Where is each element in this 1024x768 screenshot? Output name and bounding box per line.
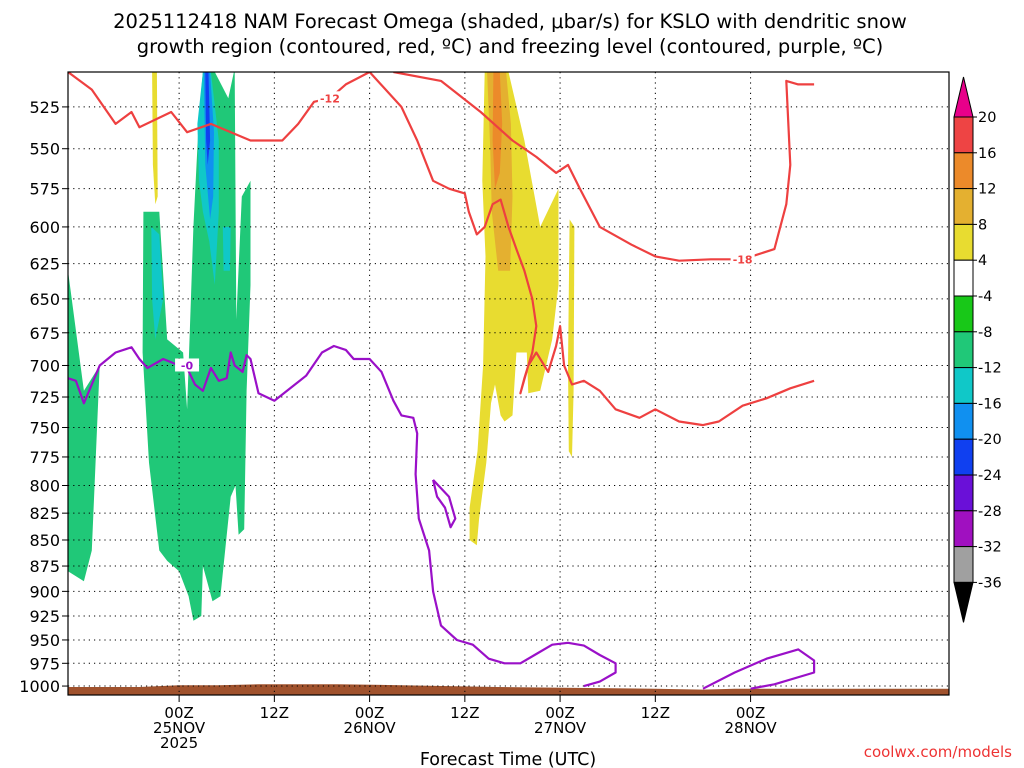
colorbar-segment: [953, 474, 974, 512]
colorbar-tick-label: -24: [978, 468, 1002, 484]
credit-text: coolwx.com/models: [864, 743, 1012, 761]
colorbar-segment: [953, 402, 974, 440]
y-tick-label: 875: [29, 557, 60, 576]
colorbar-tick-label: -28: [978, 504, 1002, 520]
x-tick-label: 00Z: [355, 704, 384, 722]
y-tick-label: 525: [29, 98, 60, 117]
colorbar-bottom-arrow: [953, 581, 974, 623]
y-tick-label: 600: [29, 218, 60, 237]
colorbar-segment: [953, 152, 974, 190]
colorbar-tick-label: 16: [978, 146, 996, 162]
colorbar-segment: [953, 188, 974, 225]
y-tick-label: 850: [29, 531, 60, 550]
x-tick-label: 00Z: [736, 704, 765, 722]
red-contour-label: -18: [733, 253, 753, 266]
colorbar: 20 16 12 8 4 -4 -8 -12 -16 -20 -24 -28 -32 -36: [953, 76, 1002, 623]
colorbar-tick-label: -36: [978, 575, 1002, 591]
y-tick-label: 825: [29, 504, 60, 523]
red-contour: [393, 72, 815, 262]
colorbar-segment: [953, 331, 974, 369]
dendritic-growth-contours: -12 -18: [68, 72, 815, 427]
omega-area: [492, 72, 503, 189]
red-contour: [68, 72, 815, 427]
terrain-ground: [68, 684, 949, 695]
y-tick-label: 925: [29, 607, 60, 626]
colorbar-tick-label: 4: [978, 253, 987, 269]
colorbar-top-arrow: [953, 76, 974, 118]
x-tick-label: 00Z: [164, 704, 193, 722]
ground-area: [68, 684, 949, 695]
purple-contour: [68, 344, 617, 688]
colorbar-tick-label: -16: [978, 396, 1002, 412]
y-tick-label: 575: [29, 180, 60, 199]
omega-shading: [68, 72, 575, 621]
x-tick-label: 25NOV: [153, 719, 206, 737]
colorbar-segment: [953, 223, 974, 261]
colorbar-segment: [953, 546, 974, 583]
purple-contour-label-bg: [175, 358, 200, 372]
red-contour-label-bg: [317, 91, 342, 105]
omega-area: [568, 219, 575, 457]
y-tick-label: 975: [29, 654, 60, 673]
grid: [68, 72, 949, 695]
omega-area: [152, 72, 158, 205]
x-tick-label: 2025: [160, 734, 198, 752]
y-tick-label: 950: [29, 631, 60, 650]
omega-area: [142, 72, 251, 621]
red-contour-label-bg: [730, 252, 755, 266]
colorbar-tick-label: -12: [978, 361, 1002, 377]
x-tick-label: 12Z: [260, 704, 289, 722]
x-tick-label: 12Z: [641, 704, 670, 722]
omega-area: [222, 226, 231, 271]
x-tick-label: 27NOV: [534, 719, 587, 737]
y-tick-label: 625: [29, 255, 60, 274]
title-line-1: 2025112418 NAM Forecast Omega (shaded, μ…: [113, 10, 907, 33]
title-line-2: growth region (contoured, red, ºC) and f…: [137, 35, 884, 58]
y-tick-label: 550: [29, 140, 60, 159]
colorbar-tick-label: -20: [978, 432, 1002, 448]
red-contour-label: -12: [320, 92, 340, 105]
omega-area: [205, 72, 211, 165]
purple-contour: [432, 479, 457, 529]
x-axis-label: Forecast Time (UTC): [420, 750, 596, 768]
y-axis-ticks: 525 550 575 600 625 650 675 700 725 750 775 800 825 8…: [19, 98, 68, 696]
x-tick-label: 26NOV: [344, 719, 397, 737]
colorbar-tick-label: -4: [978, 289, 992, 305]
colorbar-segment: [953, 295, 974, 333]
y-tick-label: 650: [29, 290, 60, 309]
y-tick-label: 725: [29, 388, 60, 407]
colorbar-tick-label: 12: [978, 182, 996, 198]
y-tick-label: 900: [29, 582, 60, 601]
y-tick-label: 750: [29, 418, 60, 437]
omega-area: [151, 226, 164, 340]
purple-contour: [702, 648, 816, 690]
y-tick-label: 700: [29, 356, 60, 375]
colorbar-segment: [953, 259, 974, 297]
colorbar-segment: [953, 510, 974, 548]
x-tick-label: 28NOV: [725, 719, 778, 737]
colorbar-tick-label: -32: [978, 540, 1002, 556]
y-tick-label: 675: [29, 324, 60, 343]
plot-frame: [67, 71, 950, 696]
x-tick-label: 12Z: [450, 704, 479, 722]
purple-contour-label: -0: [181, 359, 194, 372]
omega-area: [469, 72, 559, 546]
omega-area: [68, 270, 100, 582]
y-tick-label: 1000: [19, 677, 60, 696]
colorbar-segment: [953, 438, 974, 476]
y-tick-label: 800: [29, 476, 60, 495]
colorbar-segment: [953, 116, 974, 154]
y-tick-label: 775: [29, 448, 60, 467]
colorbar-tick-label: -8: [978, 325, 992, 341]
colorbar-tick-label: 8: [978, 217, 987, 233]
colorbar-segment: [953, 367, 974, 404]
x-tick-label: 00Z: [545, 704, 574, 722]
freezing-level-contours: -0: [68, 344, 816, 690]
colorbar-tick-label: 20: [978, 110, 996, 126]
